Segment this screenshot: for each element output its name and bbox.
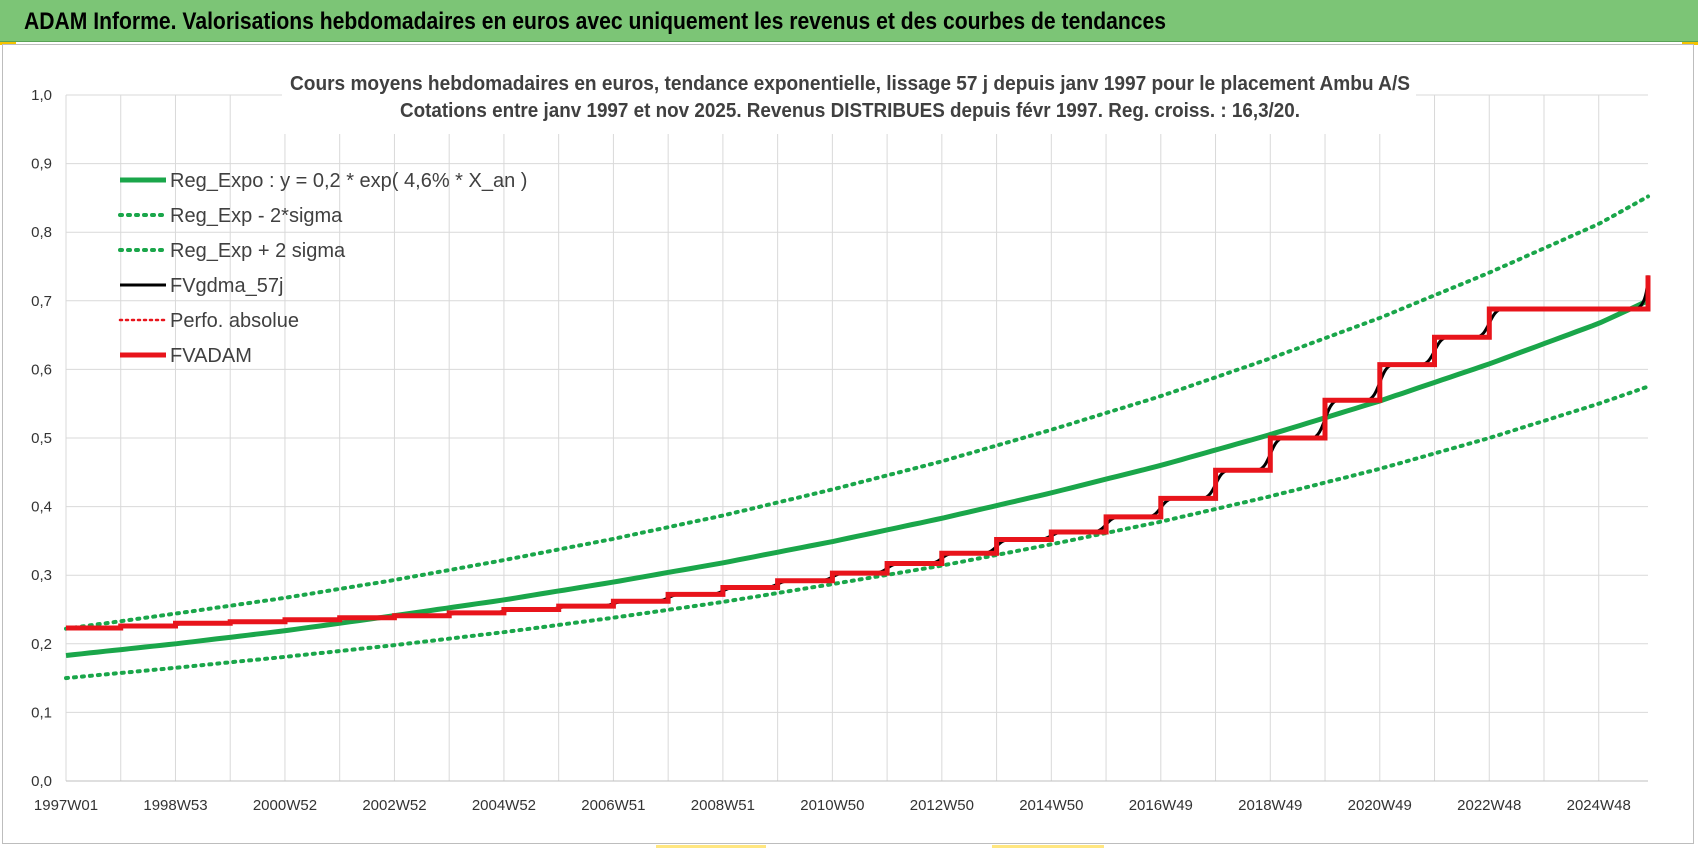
x-tick-label: 2020W49 bbox=[1348, 797, 1412, 814]
x-tick-label: 1998W53 bbox=[143, 797, 207, 814]
y-tick-label: 1,0 bbox=[31, 87, 52, 104]
legend-label: Perfo. absolue bbox=[170, 310, 299, 332]
yellow-selection-marker bbox=[656, 845, 766, 848]
chart-frame bbox=[2, 44, 1694, 844]
y-tick-label: 0,7 bbox=[31, 293, 52, 310]
legend-label: Reg_Expo : y = 0,2 * exp( 4,6% * X_an ) bbox=[170, 170, 527, 192]
y-tick-label: 0,9 bbox=[31, 156, 52, 173]
report-banner: ADAM Informe. Valorisations hebdomadaire… bbox=[0, 0, 1698, 42]
x-tick-label: 2012W50 bbox=[910, 797, 974, 814]
x-tick-label: 2024W48 bbox=[1567, 797, 1631, 814]
series-line-reg-expo bbox=[65, 298, 1650, 658]
legend-label: Reg_Exp - 2*sigma bbox=[170, 205, 343, 227]
x-tick-label: 2016W49 bbox=[1129, 797, 1193, 814]
chart-title-line: Cotations entre janv 1997 et nov 2025. R… bbox=[400, 100, 1300, 122]
x-tick-label: 2004W52 bbox=[472, 797, 536, 814]
yellow-corner-marker-left bbox=[0, 42, 16, 45]
x-tick-label: 2006W51 bbox=[581, 797, 645, 814]
x-tick-label: 1997W01 bbox=[34, 797, 98, 814]
chart-title-line: Cours moyens hebdomadaires en euros, ten… bbox=[290, 73, 1410, 95]
y-tick-label: 0,4 bbox=[31, 499, 52, 516]
legend-label: Reg_Exp + 2 sigma bbox=[170, 240, 346, 262]
x-tick-label: 2010W50 bbox=[800, 797, 864, 814]
yellow-selection-marker bbox=[992, 845, 1104, 848]
x-tick-label: 2018W49 bbox=[1238, 797, 1302, 814]
y-tick-label: 0,2 bbox=[31, 636, 52, 653]
series-line-reg-exp-minus-2sigma bbox=[64, 384, 1650, 681]
y-tick-label: 0,5 bbox=[31, 430, 52, 447]
chart-title-background bbox=[282, 64, 1416, 134]
x-tick-label: 2014W50 bbox=[1019, 797, 1083, 814]
series-line-reg-exp-plus-2sigma bbox=[64, 194, 1650, 631]
report-title: ADAM Informe. Valorisations hebdomadaire… bbox=[24, 8, 1167, 35]
legend-label: FVgdma_57j bbox=[170, 275, 283, 297]
series-line-fvadam bbox=[66, 275, 1651, 631]
x-tick-label: 2022W48 bbox=[1457, 797, 1521, 814]
legend-label: FVADAM bbox=[170, 345, 252, 367]
y-tick-label: 0,0 bbox=[31, 773, 52, 790]
x-tick-label: 2008W51 bbox=[691, 797, 755, 814]
y-tick-label: 0,1 bbox=[31, 704, 52, 721]
yellow-corner-marker-right bbox=[1682, 42, 1698, 45]
y-tick-label: 0,8 bbox=[31, 224, 52, 241]
x-tick-label: 2002W52 bbox=[362, 797, 426, 814]
x-tick-label: 2000W52 bbox=[253, 797, 317, 814]
y-tick-label: 0,3 bbox=[31, 567, 52, 584]
y-tick-label: 0,6 bbox=[31, 361, 52, 378]
